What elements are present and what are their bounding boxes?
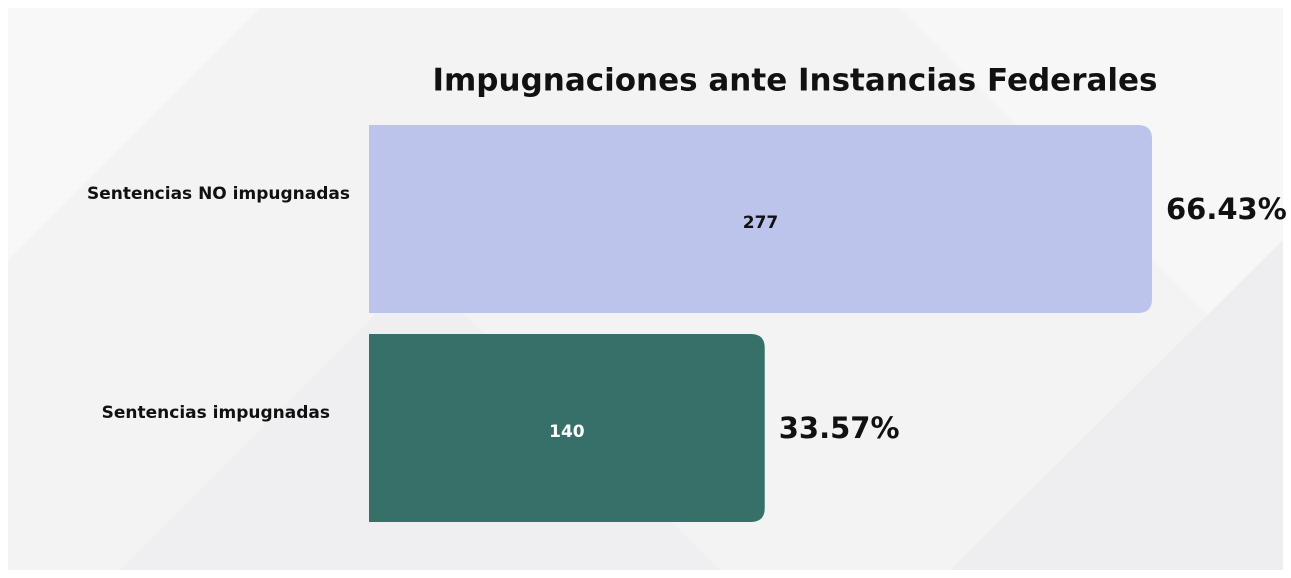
decor [8,8,260,260]
category-label: Sentencias NO impugnadas [87,184,350,204]
decor [950,240,1283,570]
value-label: 140 [549,422,585,442]
share-label: 66.43% [1166,192,1287,226]
bar [369,334,765,522]
bar [369,125,1152,313]
chart-title: Impugnaciones ante Instancias Federales [432,63,1157,99]
category-label: Sentencias impugnadas [102,403,330,423]
share-label: 33.57% [779,411,900,445]
value-label: 277 [743,213,779,233]
